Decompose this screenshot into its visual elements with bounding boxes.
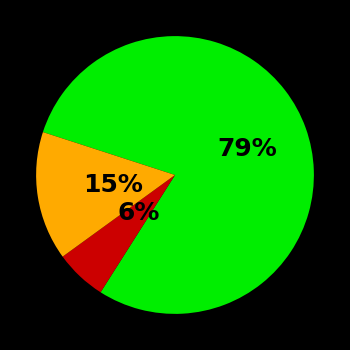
Wedge shape [36, 132, 175, 257]
Text: 6%: 6% [118, 202, 160, 225]
Wedge shape [63, 175, 175, 292]
Text: 15%: 15% [83, 173, 143, 197]
Text: 79%: 79% [217, 137, 277, 161]
Wedge shape [43, 36, 314, 314]
